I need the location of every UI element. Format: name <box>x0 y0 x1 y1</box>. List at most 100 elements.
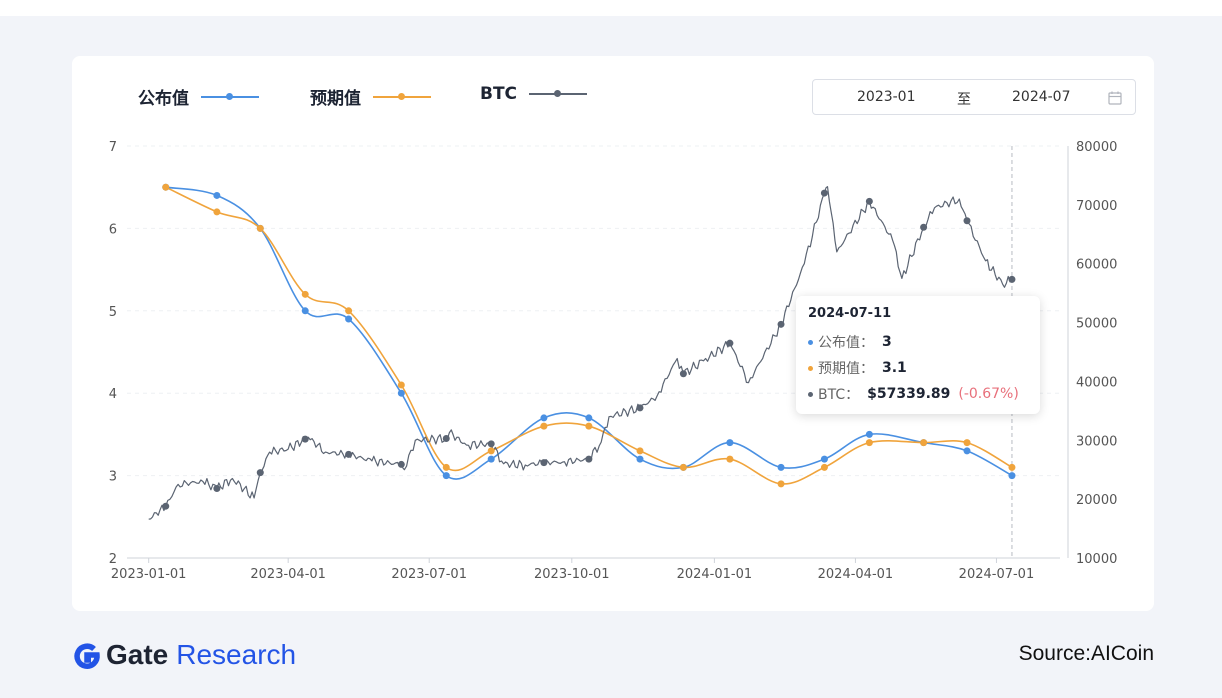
y-right-tick-label: 10000 <box>1076 552 1117 567</box>
point-btc <box>679 370 687 378</box>
point-published <box>487 455 495 463</box>
calendar-icon[interactable] <box>1107 90 1123 106</box>
x-tick-label: 2024-01-01 <box>677 567 753 582</box>
point-btc <box>162 502 170 510</box>
point-btc <box>345 450 353 458</box>
point-expected <box>1008 463 1016 471</box>
tooltip-dot-published <box>808 339 813 345</box>
gate-logo-icon <box>74 643 100 669</box>
tooltip-name-published: 公布值： <box>818 335 874 351</box>
y-right-tick-label: 70000 <box>1076 199 1117 214</box>
point-btc <box>777 320 785 328</box>
x-tick-label: 2023-10-01 <box>534 567 610 582</box>
legend-swatch-published <box>201 91 259 103</box>
point-expected <box>487 447 495 455</box>
x-tick-label: 2023-04-01 <box>250 567 326 582</box>
date-range-picker[interactable]: 2023-01 至 2024-07 <box>812 79 1136 115</box>
point-btc <box>256 469 264 477</box>
legend-label-btc: BTC <box>480 84 518 104</box>
tooltip-value-expected: 3.1 <box>882 360 907 376</box>
y-right-tick-label: 60000 <box>1076 258 1117 273</box>
point-expected <box>963 439 971 447</box>
tooltip-dot-btc <box>808 391 813 397</box>
point-expected <box>679 463 687 471</box>
point-expected <box>256 224 264 232</box>
point-expected <box>636 447 644 455</box>
tooltip-row-expected: 预期值： 3.1 <box>808 355 1028 381</box>
point-btc <box>636 404 644 412</box>
point-btc <box>820 189 828 197</box>
y-right-tick-label: 40000 <box>1076 375 1117 390</box>
tooltip-row-published: 公布值： 3 <box>808 329 1028 355</box>
tooltip-value-published: 3 <box>882 334 892 350</box>
legend-item-published[interactable]: 公布值 <box>138 84 259 109</box>
point-btc <box>442 435 450 443</box>
point-expected <box>345 307 353 315</box>
point-btc <box>301 435 309 443</box>
date-range-end[interactable]: 2024-07 <box>1012 89 1071 105</box>
tooltip-date: 2024-07-11 <box>808 306 892 321</box>
point-btc <box>540 459 548 467</box>
point-expected <box>865 439 873 447</box>
point-btc <box>1008 275 1016 283</box>
y-right-tick-label: 50000 <box>1076 317 1117 332</box>
point-btc <box>963 217 971 225</box>
point-expected <box>726 455 734 463</box>
y-right-tick-label: 80000 <box>1076 140 1117 155</box>
point-published <box>213 191 221 199</box>
tooltip-name-expected: 预期值： <box>818 361 874 377</box>
point-expected <box>162 183 170 191</box>
point-published <box>301 307 309 315</box>
point-published <box>1008 472 1016 480</box>
tooltip-value-btc: $57339.89 <box>867 386 951 402</box>
point-btc <box>397 460 405 468</box>
point-expected <box>820 463 828 471</box>
date-range-separator: 至 <box>957 92 971 108</box>
point-published <box>540 414 548 422</box>
brand-logo-block: Gate Research <box>72 638 296 672</box>
y-left-tick-label: 7 <box>109 140 117 155</box>
brand-research-text: Research <box>176 639 297 670</box>
point-btc <box>726 339 734 347</box>
x-tick-label: 2023-01-01 <box>111 567 187 582</box>
axes: 2 3 4 5 6 7 10000 20000 30000 40000 50000 60000 7000… <box>109 140 1118 582</box>
x-tick-label: 2023-07-01 <box>391 567 467 582</box>
tooltip-name-btc: BTC： <box>818 387 860 403</box>
point-expected <box>213 208 221 216</box>
y-left-tick-label: 3 <box>109 470 117 485</box>
point-published <box>963 447 971 455</box>
point-published <box>865 430 873 438</box>
point-btc <box>920 223 928 231</box>
point-published <box>820 455 828 463</box>
y-left-tick-label: 4 <box>109 387 117 402</box>
y-left-tick-label: 5 <box>109 305 117 320</box>
y-right-tick-label: 30000 <box>1076 434 1117 449</box>
point-expected <box>442 463 450 471</box>
point-btc <box>585 455 593 463</box>
legend-swatch-btc <box>529 88 588 100</box>
point-published <box>636 455 644 463</box>
point-expected <box>920 439 928 447</box>
x-tick-label: 2024-07-01 <box>959 567 1035 582</box>
legend-swatch-expected <box>373 91 431 103</box>
point-expected <box>777 480 785 488</box>
tooltip-row-btc: BTC： $57339.89 (-0.67%) <box>808 381 1028 407</box>
point-btc <box>213 485 221 493</box>
point-expected <box>540 422 548 430</box>
point-btc <box>865 197 873 205</box>
tooltip-dot-expected <box>808 365 813 371</box>
brand-gate-text: Gate <box>106 639 169 670</box>
point-published <box>585 414 593 422</box>
legend-label-published: 公布值 <box>138 89 189 109</box>
tooltip-change-btc: (-0.67%) <box>958 386 1019 402</box>
legend-item-btc[interactable]: BTC <box>480 84 588 104</box>
y-left-tick-label: 6 <box>109 222 117 237</box>
point-published <box>345 315 353 323</box>
date-range-start[interactable]: 2023-01 <box>857 89 916 105</box>
legend-label-expected: 预期值 <box>310 89 361 109</box>
x-tick-label: 2024-04-01 <box>818 567 894 582</box>
source-label: Source:AICoin <box>1018 642 1154 665</box>
series-markers <box>162 183 1016 510</box>
legend-item-expected[interactable]: 预期值 <box>310 84 431 109</box>
